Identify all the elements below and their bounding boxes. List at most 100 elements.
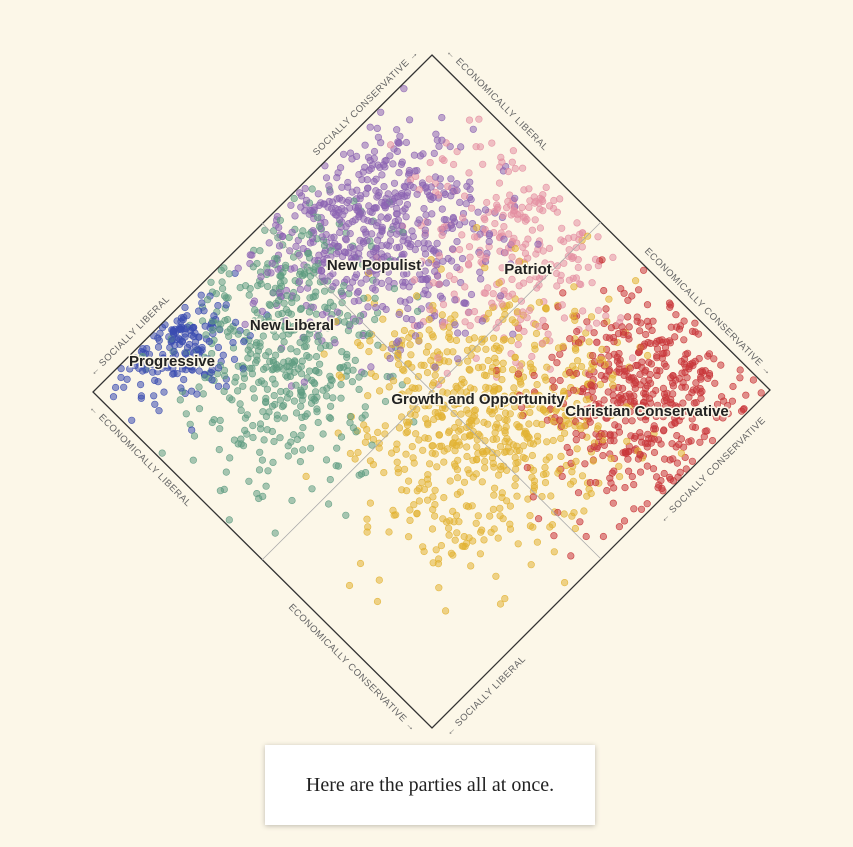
dot [434,399,442,407]
dot [511,453,519,462]
dot [406,341,414,349]
dot [565,369,574,377]
dot [276,216,285,224]
dot [453,529,461,537]
dot [556,416,564,424]
dot [299,446,307,454]
axis-label: ← SOCIALLY LIBERAL [444,654,528,738]
dot [528,352,536,361]
dot [622,403,630,411]
dot [385,528,393,536]
dot [566,480,575,488]
dot [665,337,674,345]
dot [481,464,489,472]
dot [427,195,435,203]
dot [586,418,594,426]
dot [205,337,213,346]
dot [644,339,652,347]
dot [416,321,424,329]
dot [451,311,459,319]
dot [354,448,362,457]
dot [423,369,432,377]
dot [589,457,597,465]
dot [393,204,401,213]
dot [319,386,327,394]
dot [309,303,317,311]
dot [724,410,732,418]
dot [311,257,319,265]
dot [310,324,318,332]
dot [602,312,610,320]
dot [630,481,638,489]
dot [582,329,590,337]
dot [545,202,554,210]
dot [536,205,544,213]
dot [183,344,192,352]
dot [476,251,485,259]
dot [431,267,439,276]
dot [426,460,434,468]
dot [538,420,546,429]
dot [390,257,399,265]
dot [530,371,538,380]
dot [564,234,573,242]
dot [593,338,601,346]
dot [711,379,719,387]
dot [435,555,443,563]
dot [723,401,732,410]
dot [198,346,206,354]
dot [435,280,443,288]
dot [428,442,436,450]
dot [437,225,445,233]
dot [292,381,300,389]
dot [574,263,582,272]
dot [414,307,422,316]
dot [403,428,412,436]
dot [393,339,401,347]
dot [450,275,458,284]
dot [694,330,703,338]
dot [322,392,331,400]
dot [365,330,374,338]
dot [337,381,345,389]
dot [445,333,453,341]
dot [265,408,273,416]
dot [363,433,372,441]
dot [301,185,309,193]
dot [500,235,508,243]
dot [396,297,405,305]
dot [214,364,222,372]
dot [425,259,433,267]
dot [468,204,476,212]
dot [218,278,226,286]
dot [450,160,458,169]
dot [509,330,517,338]
dot [497,395,506,404]
dot [286,390,294,398]
dot [296,458,305,466]
dot [259,408,267,416]
dot [326,298,335,307]
dot [364,262,372,270]
dot [207,278,215,286]
dot [518,164,527,172]
dot [431,486,439,494]
dot [376,387,384,395]
dot [447,192,455,200]
dot [403,201,412,209]
dot [407,351,415,359]
dot [312,353,321,361]
dot [457,143,465,151]
dot [609,499,617,507]
dot [575,236,583,244]
dot [249,422,257,430]
dot [594,422,602,430]
dot [322,231,330,239]
dot [210,416,218,424]
dot [543,363,551,371]
dot [464,357,472,365]
dot [444,182,452,190]
party-label: Growth and Opportunity [391,391,565,408]
dot [448,245,457,253]
chart: SOCIALLY CONSERVATIVE → ← ECONOMICALLY L… [87,47,774,738]
